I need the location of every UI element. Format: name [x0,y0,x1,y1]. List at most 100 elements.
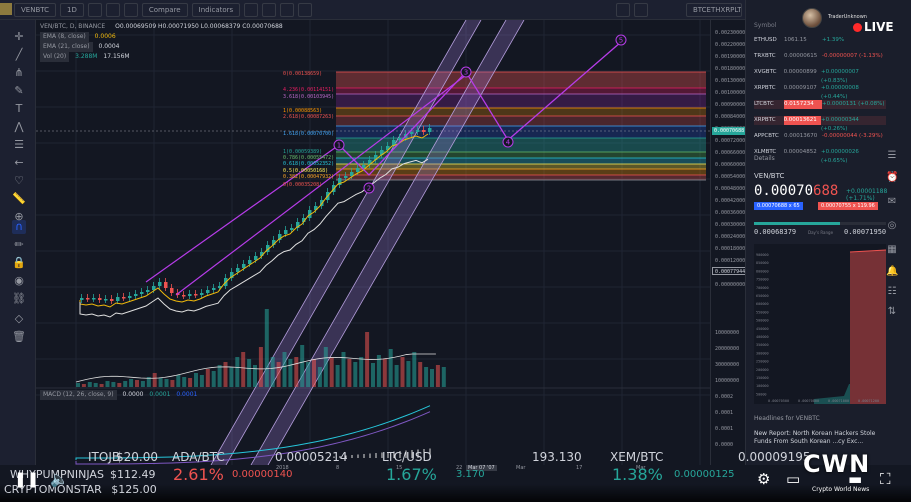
volume-bar [117,383,122,387]
volume-bar [282,352,287,387]
chat-icon[interactable]: ✉ [887,196,897,207]
candle-body [212,288,216,290]
symbol-search-button[interactable]: VENBTC [14,2,57,17]
volume-ma-line [75,353,436,383]
price-tick: 0.00000000 [715,282,746,288]
heart-icon[interactable]: ♡ [14,174,24,187]
fullscreen-exit-icon[interactable]: ⛶ [880,470,891,488]
ema8-line [79,133,429,308]
depth-chart[interactable]: 900000 850000 800000 750000 700000 650000 6000… [754,244,886,404]
watchlist-row[interactable]: APPCBTC 0.00013670 -0.00000044 (-3.29%) [754,132,886,141]
arrow-icon[interactable]: ← [14,156,24,169]
watchlist-row[interactable]: XLMBTC 0.00004852 +0.00000026 (+0.65%) [754,148,886,164]
candles-icon[interactable] [105,2,120,17]
legend-title: VEN/BTC, D, BINANCE [40,23,106,30]
link-icon[interactable]: ⛓ [12,292,26,305]
pitchfork-icon[interactable]: ⋔ [14,66,24,79]
ema21-label[interactable]: EMA (21, close) [40,42,93,52]
settings-icon[interactable] [298,2,313,17]
visibility-icon[interactable]: ◉ [14,274,24,287]
compare-button[interactable]: Compare [141,2,188,17]
fib-tool-icon[interactable]: ☰ [14,138,24,151]
indicators-button[interactable]: Indicators [191,2,241,17]
ruler-icon[interactable]: 📏 [12,192,26,205]
favorite-icon[interactable]: ◇ [14,312,24,325]
watchlist-change: -0.00000044 (-3.29%) [822,133,883,139]
hotlist-icon[interactable]: ☷ [887,286,897,297]
watchlist-change: +0.00000008 (+0.44%) [821,85,859,100]
brush-icon[interactable]: ✎ [14,84,24,97]
depth-x-tick: 0.00070500 [768,399,789,403]
news-headline[interactable]: New Report: North Korean Hackers Stole F… [754,430,876,445]
watchlist-search[interactable]: BTCETHXRPLTC [686,3,742,17]
watchlist-row[interactable]: XRPBTC 0.00009107 +0.00000008 (+0.44%) [754,84,886,100]
price-tick: 0.00100000 [715,90,746,96]
chart-toolbar: VENBTC 1D Compare Indicators [0,0,745,20]
watchlist-row[interactable]: ETHUSD 1061.15 +1.39% [754,36,886,45]
volume-bar [146,377,151,387]
notifications-icon[interactable]: 🔔 [886,266,899,277]
pause-icon[interactable]: ❚❚ [14,470,40,488]
settings-gear-icon[interactable]: ⚙ [757,470,771,488]
volume-icon[interactable]: 🔈 [50,470,69,488]
trash-icon[interactable]: 🗑 [12,330,26,343]
save-icon[interactable] [634,2,649,17]
candle-body [362,165,366,168]
fullscreen-icon[interactable] [616,2,631,17]
volume-tick: 0.0001 [715,410,734,416]
right-panel: Symbol ETHUSD 1061.15 +1.39% TRXBTC 0.000006… [745,0,911,465]
lock-icon[interactable]: 🔒 [12,256,26,269]
macd-legend: MACD (12, 26, close, 9) 0.0000 0.0001 0.… [40,390,197,400]
candle-body [170,288,174,293]
undo-icon[interactable] [123,2,138,17]
theater-icon[interactable]: ▬ [848,470,863,488]
stay-drawing-icon[interactable]: ✏ [14,238,24,251]
days-range-fill [754,222,840,225]
legend-ema8-row: EMA (8, close) 0.0006 [40,32,283,42]
interval-button[interactable]: 1D [60,2,84,17]
depth-asks [850,250,886,404]
legend-ohlc: O0.00069509 H0.00071950 L0.00068379 C0.0… [115,23,283,30]
price-axis[interactable]: 0.00230000 0.00220000 0.00190000 0.00180000… [710,20,746,465]
details-price: 0.00070688 [754,183,838,199]
ema8-label[interactable]: EMA (8, close) [40,32,89,42]
watchlist-row[interactable]: XRPBTC 0.00013621 +0.00000344 (+0.26%) [754,116,886,132]
dom-icon[interactable]: ⇅ [887,306,897,317]
candle-body [260,252,264,256]
text-tool-icon[interactable]: T [15,102,23,115]
replay-icon[interactable] [262,2,277,17]
vol-label[interactable]: Vol (20) [40,52,70,62]
watchlist-row[interactable]: TRXBTC 0.00000615 -0.00000007 (-1.13%) [754,52,886,61]
alerts-icon[interactable]: ⏰ [886,172,899,183]
watchlist-icon[interactable]: ☰ [887,150,897,161]
time-axis[interactable]: 2018 8 15 22 Mar 17 Mar Mar 07 '07 [36,465,710,475]
volume-tick: 20000000 [715,346,740,352]
price-chart[interactable]: 1 2 3 4 5 [36,20,710,465]
watchlist-symbol: LTCBTC [754,101,774,107]
bar-style-button[interactable] [87,2,102,17]
magnet-icon[interactable]: ∩ [12,220,26,234]
news-header[interactable]: Headlines for VENBTC [754,415,820,422]
calendar-icon[interactable]: ▦ [887,244,897,255]
candle-body [98,298,102,300]
zoom-icon[interactable]: ⊕ [14,210,24,223]
depth-y-tick: 150000 [756,376,769,380]
miniplayer-icon[interactable]: ▭ [786,470,801,488]
trend-line-icon[interactable]: ╱ [15,48,23,61]
macd-label[interactable]: MACD (12, 26, close, 9) [40,390,117,400]
watchlist-row[interactable]: XVGBTC 0.00000899 +0.00000007 (+0.83%) [754,68,886,84]
ideas-icon[interactable]: ◎ [887,220,897,231]
depth-y-tick: 650000 [756,294,769,298]
candle-body [308,210,312,218]
watchlist-row[interactable]: LTCBTC 0.0157234 +0.0000131 (+0.08%) [754,100,886,109]
crosshair-icon[interactable]: ✛ [14,30,24,43]
camera-icon[interactable] [280,2,295,17]
candle-body [146,290,150,292]
volume-bar [347,359,352,387]
pattern-icon[interactable]: ⋀ [14,120,24,133]
alert-icon[interactable] [244,2,259,17]
volume-bar [253,365,257,387]
price-tick: 0.00048000 [715,186,746,192]
volume-bar [394,365,399,387]
volume-bar [341,352,346,387]
